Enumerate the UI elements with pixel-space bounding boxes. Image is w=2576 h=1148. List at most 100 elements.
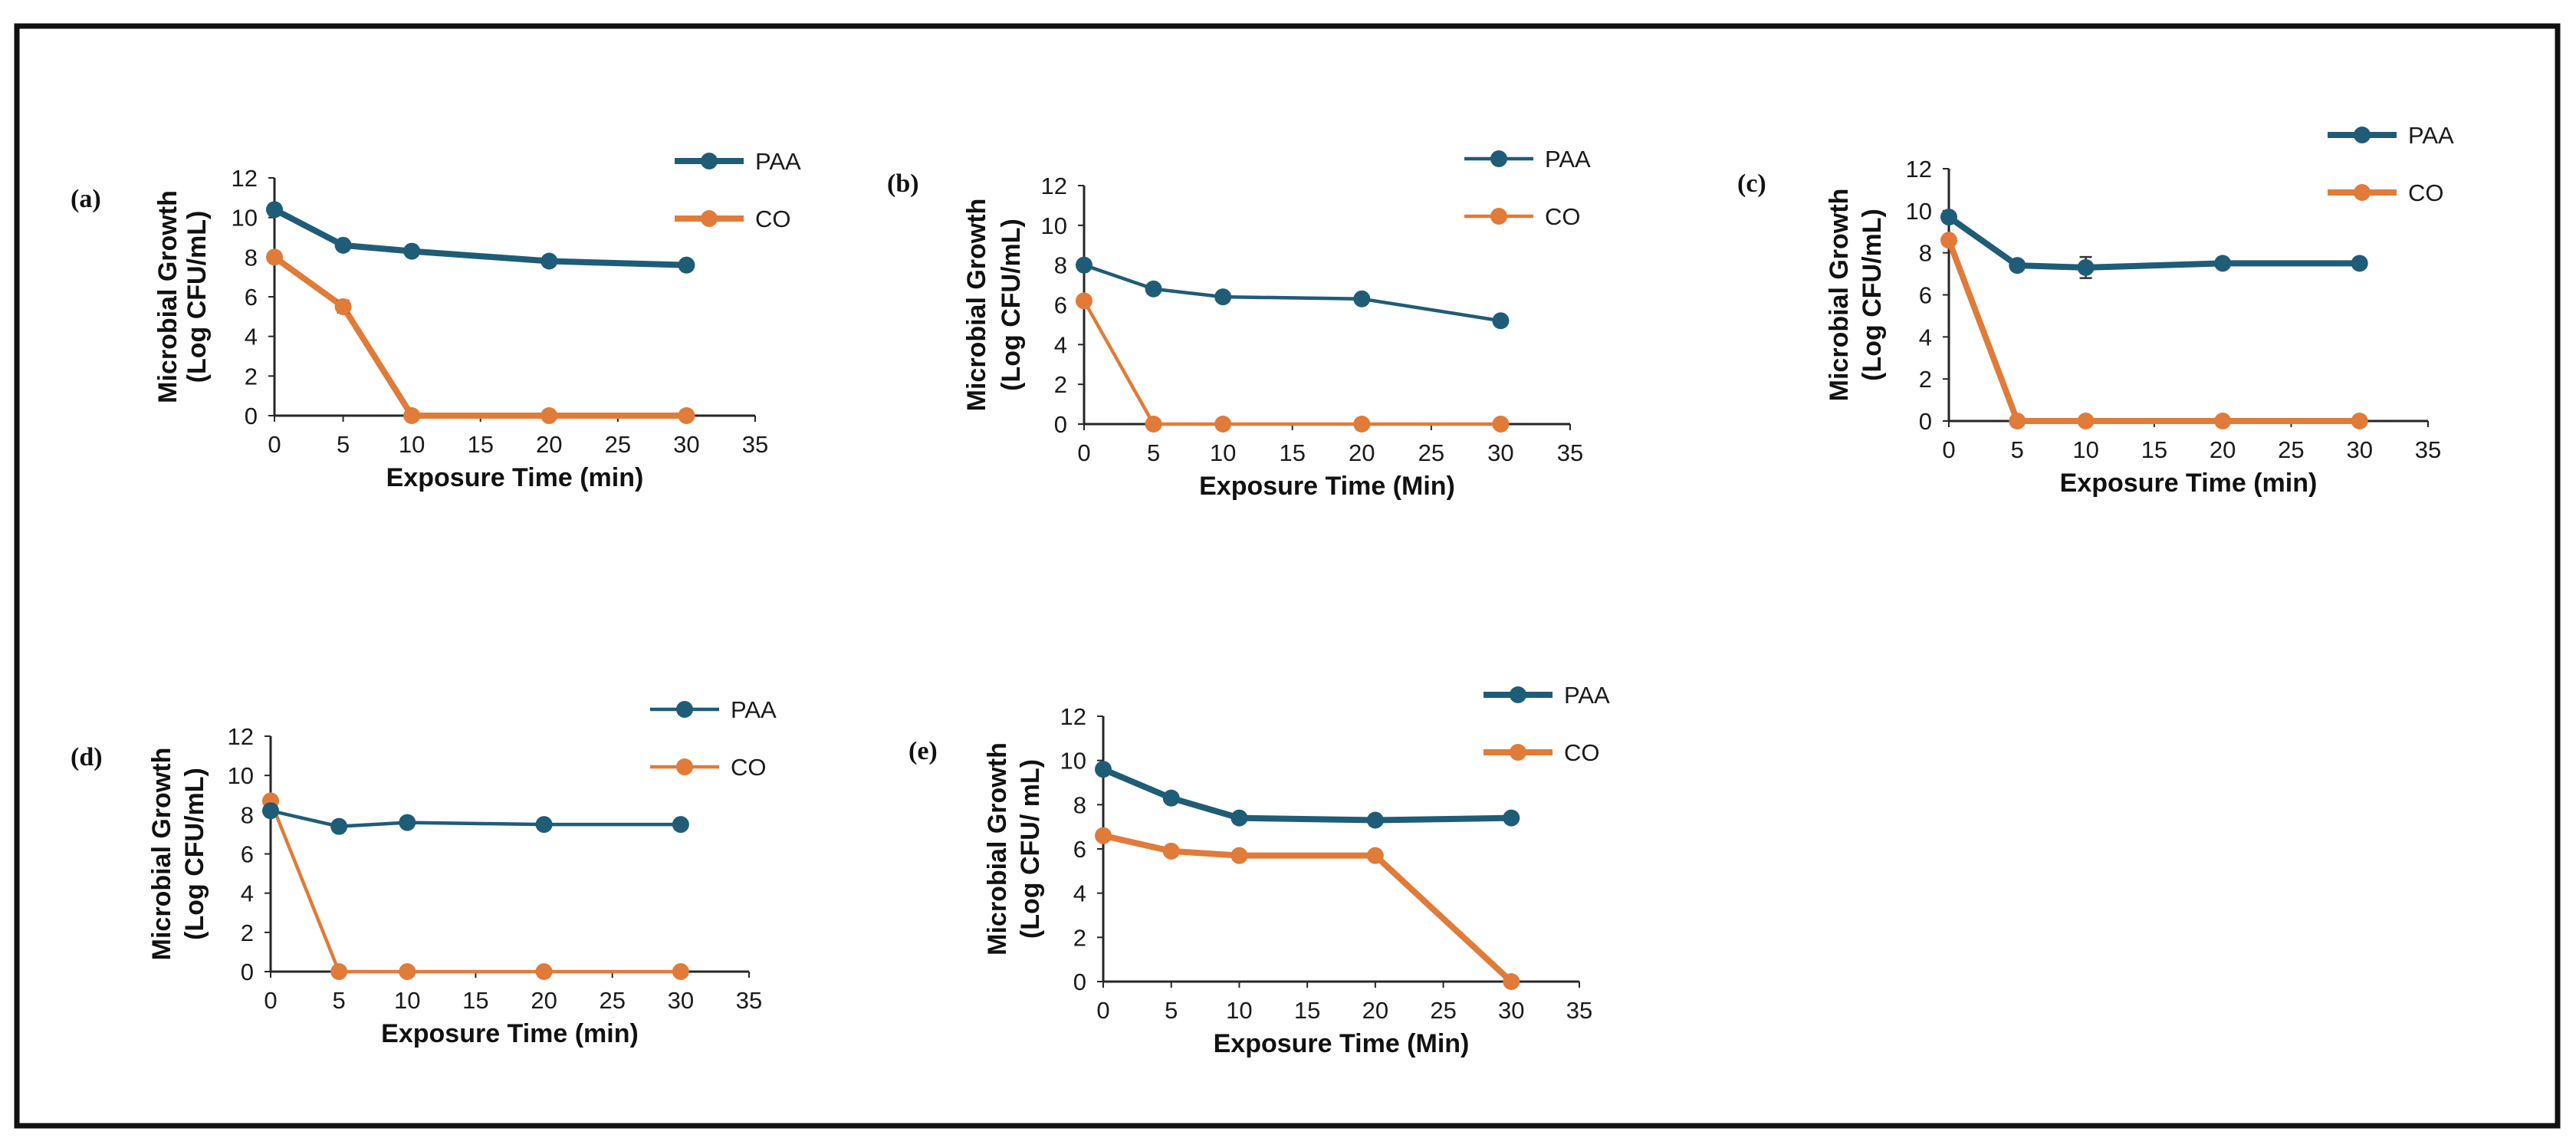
y-tick-label: 6 xyxy=(1073,836,1086,863)
data-point-co xyxy=(399,963,416,980)
legend-label-co: CO xyxy=(1545,203,1581,230)
x-tick-label: 25 xyxy=(2278,436,2304,463)
data-point-co xyxy=(2077,413,2095,429)
legend-label-paa: PAA xyxy=(2408,122,2454,149)
y-tick-label: 0 xyxy=(1919,408,1932,435)
x-tick-label: 0 xyxy=(1096,997,1109,1024)
x-tick-label: 15 xyxy=(467,431,493,458)
y-tick-label: 10 xyxy=(1041,212,1067,239)
x-tick-label: 35 xyxy=(1557,439,1583,466)
y-tick-label: 4 xyxy=(1054,331,1067,358)
x-tick-label: 0 xyxy=(264,987,277,1014)
data-point-co xyxy=(540,407,558,424)
x-tick-label: 20 xyxy=(2210,436,2236,463)
chart-panel-d: 0 2 4 6 8 10 12 0 5 10 15 20 25 30 35 Exposure Time (mi… xyxy=(71,696,777,1048)
y-axis-title-line2: (Log CFU/mL) xyxy=(180,768,209,940)
y-tick-label: 2 xyxy=(1073,924,1086,951)
y-tick-label: 6 xyxy=(1054,292,1067,319)
x-tick-label: 5 xyxy=(337,431,350,458)
y-tick-label: 2 xyxy=(245,363,258,390)
y-tick-label: 12 xyxy=(1041,173,1067,199)
legend-label-co: CO xyxy=(1564,739,1600,766)
data-point-paa xyxy=(334,236,352,254)
x-tick-label: 10 xyxy=(394,987,420,1014)
data-point-co xyxy=(1230,847,1248,864)
y-axis-title-line2: (Log CFU/mL) xyxy=(1858,209,1887,381)
data-point-paa xyxy=(1076,256,1092,274)
data-point-co xyxy=(672,963,689,980)
data-point-paa xyxy=(330,817,348,835)
data-point-paa xyxy=(2077,258,2095,276)
data-point-co xyxy=(678,407,695,424)
panel-label: (a) xyxy=(71,185,101,213)
y-tick-label: 8 xyxy=(241,801,254,828)
panel-label: (b) xyxy=(887,169,919,198)
y-tick-label: 8 xyxy=(1054,252,1067,279)
x-tick-label: 15 xyxy=(1294,997,1320,1024)
data-point-co xyxy=(1492,416,1510,433)
y-tick-label: 8 xyxy=(1073,791,1086,818)
x-tick-label: 10 xyxy=(1210,439,1236,466)
x-tick-label: 10 xyxy=(399,431,425,458)
x-axis-title: Exposure Time (Min) xyxy=(1214,1029,1470,1058)
y-tick-label: 0 xyxy=(241,959,254,985)
data-point-co xyxy=(2351,413,2368,429)
y-tick-label: 12 xyxy=(1906,156,1932,183)
legend-marker-co xyxy=(1490,208,1507,225)
y-tick-label: 6 xyxy=(1919,282,1932,309)
y-axis-title-line2: (Log CFU/ mL) xyxy=(1016,759,1045,939)
data-point-paa xyxy=(535,816,553,834)
y-tick-label: 2 xyxy=(1919,366,1932,393)
y-tick-label: 12 xyxy=(228,723,254,750)
y-tick-label: 2 xyxy=(1054,371,1067,398)
y-axis-title-line1: Microbial Growth xyxy=(147,748,176,961)
data-point-co xyxy=(330,963,348,980)
y-tick-label: 0 xyxy=(1054,411,1067,438)
data-point-paa xyxy=(1214,288,1232,306)
legend-marker-paa xyxy=(1490,150,1507,167)
data-point-paa xyxy=(1145,280,1162,298)
data-point-paa xyxy=(403,242,421,260)
x-tick-label: 35 xyxy=(1566,997,1592,1024)
y-axis-title-line1: Microbial Growth xyxy=(153,190,182,403)
x-tick-label: 35 xyxy=(742,431,768,458)
legend-label-paa: PAA xyxy=(1545,146,1591,173)
legend-label-co: CO xyxy=(2408,179,2444,206)
legend-label-co: CO xyxy=(731,754,767,781)
y-tick-label: 4 xyxy=(1919,324,1932,350)
x-tick-label: 35 xyxy=(736,987,762,1014)
y-tick-label: 4 xyxy=(245,324,258,350)
y-tick-label: 2 xyxy=(241,919,254,946)
x-tick-label: 5 xyxy=(2011,436,2024,463)
y-tick-label: 12 xyxy=(1060,703,1086,730)
x-tick-label: 5 xyxy=(333,987,346,1014)
data-point-paa xyxy=(540,252,558,270)
x-tick-label: 0 xyxy=(1942,436,1955,463)
x-tick-label: 20 xyxy=(1362,997,1388,1024)
x-tick-label: 20 xyxy=(536,431,562,458)
x-tick-label: 15 xyxy=(2141,436,2167,463)
data-point-paa xyxy=(672,816,689,834)
data-point-paa xyxy=(678,256,695,274)
legend-marker-paa xyxy=(2354,127,2371,143)
y-tick-label: 4 xyxy=(1073,880,1086,907)
data-point-co xyxy=(1095,827,1112,844)
x-tick-label: 0 xyxy=(1077,439,1090,466)
y-axis-title-line2: (Log CFU/mL) xyxy=(997,219,1026,391)
x-tick-label: 5 xyxy=(1165,997,1178,1024)
legend-marker-paa xyxy=(676,701,693,718)
chart-panel-e: 0 2 4 6 8 10 12 0 5 10 15 20 25 30 35 Exposure Time (Mi… xyxy=(909,682,1610,1058)
data-point-paa xyxy=(1492,312,1510,330)
x-tick-label: 0 xyxy=(268,431,281,458)
x-tick-label: 20 xyxy=(1349,439,1375,466)
data-point-co xyxy=(403,407,421,424)
y-tick-label: 10 xyxy=(232,205,258,232)
x-tick-label: 35 xyxy=(2415,436,2441,463)
data-point-co xyxy=(266,248,283,266)
x-tick-label: 30 xyxy=(673,431,699,458)
x-tick-label: 30 xyxy=(1498,997,1524,1024)
data-point-co xyxy=(1214,416,1232,433)
panel-label: (d) xyxy=(71,743,103,771)
